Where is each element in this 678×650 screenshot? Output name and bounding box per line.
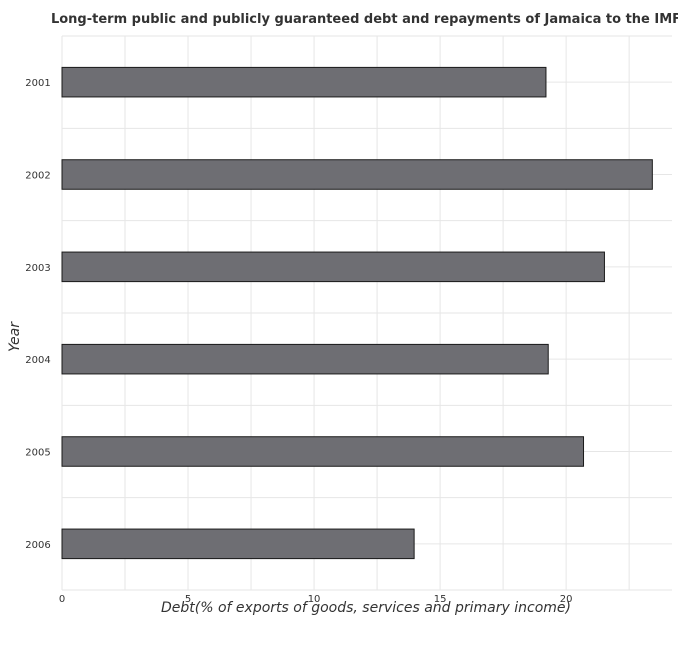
y-axis-label: Year (7, 321, 23, 352)
grid (61, 35, 672, 591)
x-axis-ticks: 0 5 10 15 20 (59, 594, 573, 605)
bar-2002 (61, 159, 653, 190)
y-tick-label: 2005 (25, 448, 50, 459)
x-tick-label: 5 (185, 594, 191, 605)
y-tick-label: 2006 (25, 540, 50, 551)
x-tick-label: 10 (308, 594, 321, 605)
y-tick-label: 2003 (25, 263, 50, 274)
x-tick-label: 20 (560, 594, 573, 605)
x-axis-label: Debt(% of exports of goods, services and… (161, 600, 571, 616)
y-tick-label: 2002 (25, 171, 50, 182)
bar-2003 (61, 251, 605, 283)
y-axis-ticks: 2001 2002 2003 2004 2005 2006 (25, 78, 50, 551)
bar-2004 (61, 343, 549, 375)
bar-2006 (61, 528, 415, 560)
x-tick-label: 15 (434, 594, 447, 605)
y-tick-label: 2001 (25, 78, 50, 89)
y-tick-label: 2004 (25, 355, 50, 366)
bar-2001 (61, 66, 547, 98)
bars (61, 66, 653, 560)
chart-title: Long-term public and publicly guaranteed… (51, 12, 678, 27)
bar-2005 (61, 436, 585, 467)
x-tick-label: 0 (59, 594, 65, 605)
